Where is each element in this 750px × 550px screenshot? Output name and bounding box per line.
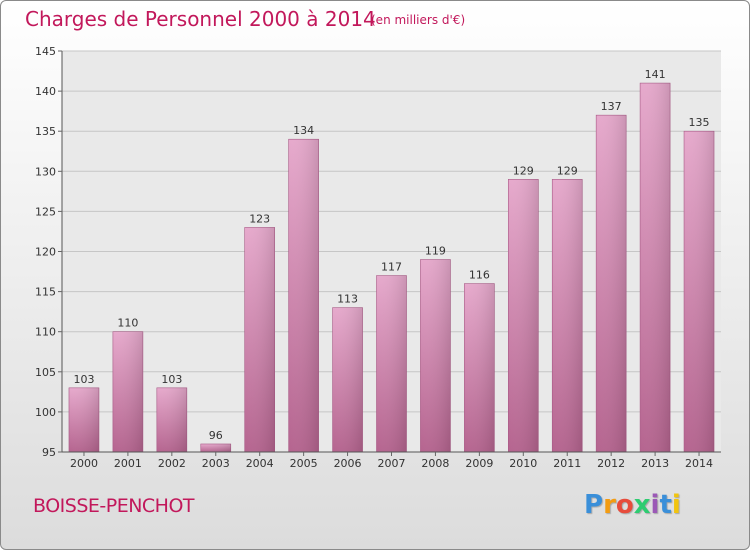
x-tick-label: 2007 [378, 457, 406, 470]
y-tick-label: 100 [35, 406, 56, 419]
data-label: 116 [469, 269, 490, 282]
data-label: 110 [117, 317, 138, 330]
x-tick-label: 2014 [685, 457, 713, 470]
x-tick-label: 2006 [334, 457, 362, 470]
y-tick-label: 135 [35, 125, 56, 138]
bar-shade [640, 83, 671, 452]
commune-name: BOISSE-PENCHOT [33, 495, 195, 517]
y-tick-label: 130 [35, 165, 56, 178]
data-label: 119 [425, 245, 446, 258]
y-tick-label: 125 [35, 205, 56, 218]
y-tick-label: 105 [35, 366, 56, 379]
bars [68, 82, 715, 453]
data-label: 141 [645, 68, 666, 81]
x-tick-label: 2012 [597, 457, 625, 470]
chart-subtitle: (en milliers d'€) [371, 13, 466, 27]
chart-title: Charges de Personnel 2000 à 2014 [25, 7, 376, 31]
y-tick-label: 140 [35, 85, 56, 98]
logo-letter: i [671, 490, 681, 520]
bar-shade [332, 307, 363, 452]
x-tick-label: 2000 [70, 457, 98, 470]
logo-letter: o [615, 490, 634, 520]
data-label: 129 [513, 164, 534, 177]
bar-shade [68, 387, 99, 452]
x-tick-label: 2005 [290, 457, 318, 470]
x-tick-label: 2010 [509, 457, 537, 470]
y-tick-label: 145 [35, 45, 56, 58]
logo-letter: r [603, 490, 616, 520]
y-tick-label: 120 [35, 246, 56, 259]
bar-shade [596, 115, 627, 452]
data-label: 103 [73, 373, 94, 386]
data-label: 123 [249, 212, 270, 225]
data-label: 113 [337, 293, 358, 306]
proxiti-logo: Proxiti [584, 490, 681, 520]
x-tick-label: 2008 [421, 457, 449, 470]
data-label: 134 [293, 124, 314, 137]
data-label: 135 [689, 116, 710, 129]
data-label: 129 [557, 164, 578, 177]
x-tick-label: 2002 [158, 457, 186, 470]
data-label: 103 [161, 373, 182, 386]
x-tick-label: 2001 [114, 457, 142, 470]
logo-letter: x [633, 490, 651, 520]
x-tick-label: 2011 [553, 457, 581, 470]
x-axis-ticks: 2000 2001 2002 2003 2004 2005 2006 2007 2008 2009… [70, 452, 713, 470]
bar-shade [464, 283, 495, 452]
logo-letter: P [584, 490, 604, 520]
y-tick-label: 110 [35, 326, 56, 339]
y-axis-ticks: 95 100 105 110 115 120 125 130 135 140 145 [35, 45, 62, 459]
bar-shade [200, 443, 231, 452]
y-tick-label: 115 [35, 286, 56, 299]
bar-shade [288, 139, 319, 452]
x-tick-label: 2003 [202, 457, 230, 470]
x-tick-label: 2009 [465, 457, 493, 470]
data-labels: 103 110 103 96 123 134 113 117 119 116 129 129 137 14… [73, 68, 709, 442]
bar-shade [156, 387, 187, 452]
bar-shade [684, 131, 715, 452]
x-tick-label: 2013 [641, 457, 669, 470]
y-tick-label: 95 [42, 446, 56, 459]
bar-shade [376, 275, 407, 452]
data-label: 96 [209, 429, 223, 442]
bar-shade [112, 331, 143, 452]
bar-shade [244, 227, 275, 452]
x-tick-label: 2004 [246, 457, 274, 470]
logo-letter: t [659, 490, 672, 520]
data-label: 117 [381, 261, 402, 274]
bar-shade [552, 179, 583, 452]
data-label: 137 [601, 100, 622, 113]
bar-shade [420, 259, 451, 452]
logo-letter: i [650, 490, 660, 520]
bar-shade [508, 179, 539, 452]
